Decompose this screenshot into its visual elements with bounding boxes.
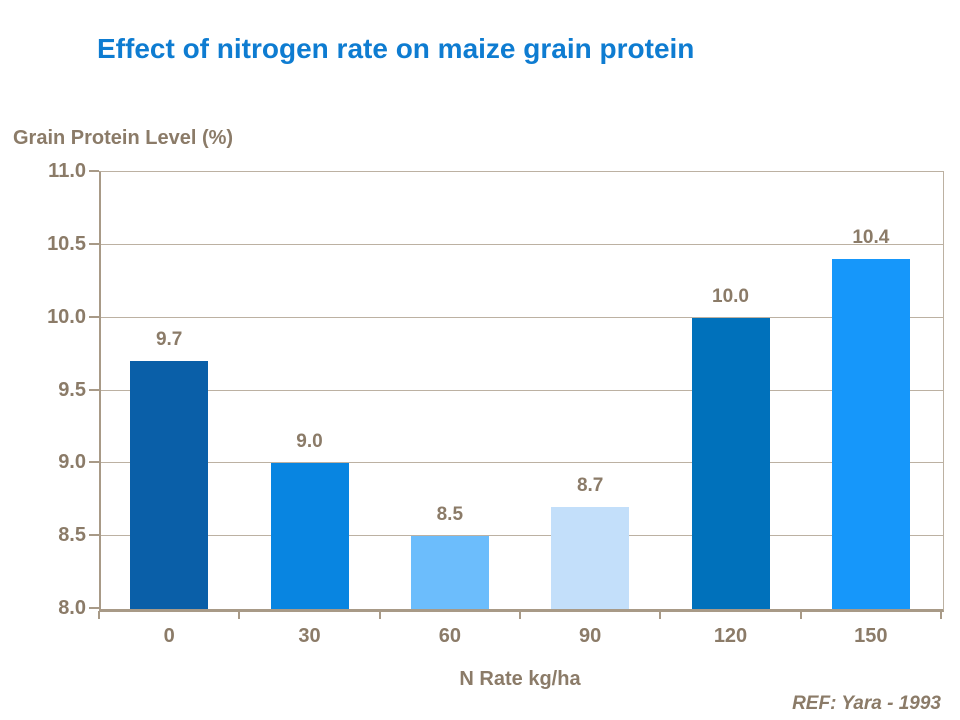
x-tick-label: 60	[438, 625, 461, 647]
y-tick-label: 11.0	[48, 160, 86, 182]
x-tick-mark	[378, 611, 381, 619]
bar-value-label: 10.4	[852, 227, 890, 249]
y-tick-mark	[89, 388, 99, 391]
bar-60	[410, 536, 489, 609]
bar-150	[831, 259, 910, 609]
y-tick-label: 9.5	[58, 378, 86, 401]
y-tick-mark	[89, 461, 99, 464]
reference-note: REF: Yara - 1993	[792, 693, 941, 714]
bar-0	[130, 361, 209, 609]
bar-120	[691, 317, 770, 609]
y-tick-mark	[89, 242, 99, 245]
y-tick-mark	[89, 607, 99, 609]
bar-value-label: 9.0	[296, 431, 323, 453]
x-tick-mark	[659, 611, 662, 619]
gridline	[101, 535, 943, 537]
bar-value-label: 9.7	[155, 329, 183, 351]
y-tick-label: 9.0	[58, 451, 86, 474]
x-tick-label: 150	[854, 625, 888, 647]
bar-90	[551, 507, 630, 609]
y-tick-mark	[89, 170, 99, 172]
y-tick-mark	[89, 534, 99, 537]
x-tick-mark	[98, 611, 100, 619]
x-tick-label: 30	[298, 625, 321, 647]
x-tick-label: 90	[579, 625, 602, 647]
gridline	[101, 389, 943, 391]
bar-value-label: 8.7	[576, 475, 604, 497]
y-tick-label: 10.0	[47, 305, 86, 328]
gridline	[101, 316, 943, 318]
x-axis-title: N Rate kg/ha	[459, 668, 581, 690]
plot-area	[99, 171, 944, 612]
bar-value-label: 10.0	[712, 285, 749, 307]
x-tick-label: 0	[163, 625, 175, 647]
chart-title: Effect of nitrogen rate on maize grain p…	[97, 33, 695, 64]
x-tick-mark	[238, 611, 241, 619]
y-tick-label: 10.5	[47, 232, 86, 255]
y-tick-label: 8.5	[58, 524, 86, 547]
y-axis-title: Grain Protein Level (%)	[13, 127, 234, 149]
gridline	[101, 243, 943, 245]
y-tick-label: 8.0	[58, 597, 86, 619]
bar-value-label: 8.5	[436, 504, 464, 526]
x-tick-mark	[799, 611, 802, 619]
gridline	[101, 462, 943, 464]
bar-30	[270, 463, 349, 609]
x-tick-mark	[519, 611, 521, 619]
x-tick-mark	[940, 611, 942, 619]
x-tick-label: 120	[713, 625, 748, 647]
y-tick-mark	[89, 315, 99, 318]
